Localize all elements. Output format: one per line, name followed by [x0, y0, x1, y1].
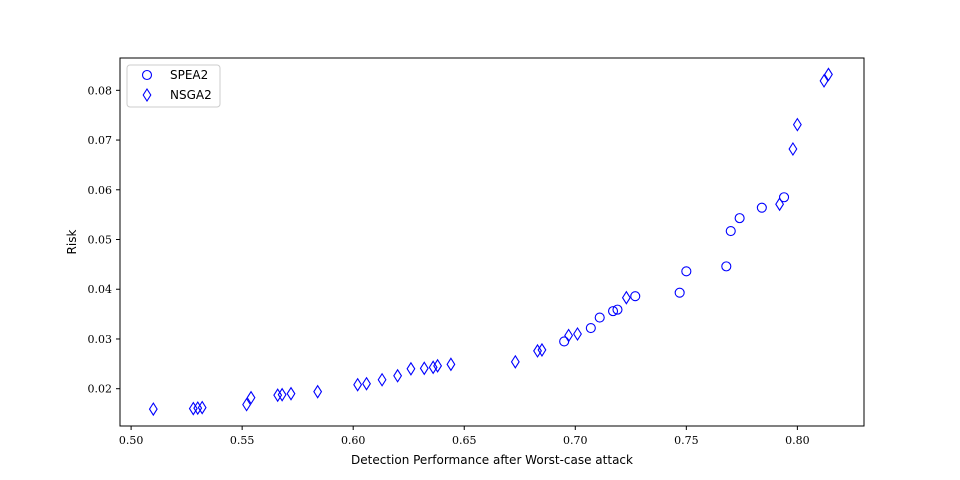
nsga2-point	[433, 358, 443, 373]
spea2-point	[612, 304, 623, 315]
spea2-point	[607, 306, 619, 317]
nsga2-point	[197, 400, 207, 415]
nsga2-point	[510, 354, 520, 369]
x-tick-label: 0.80	[785, 434, 810, 447]
spea2-point	[594, 312, 605, 323]
y-tick-label: 0.03	[88, 333, 113, 346]
legend: SPEA2 NSGA2	[126, 64, 221, 108]
spea2-point	[630, 291, 641, 302]
nsga2-point	[246, 390, 256, 405]
y-tick-label: 0.04	[88, 283, 113, 296]
x-tick-label: 0.65	[452, 434, 477, 447]
x-tick-label: 0.70	[563, 434, 588, 447]
x-tick-label: 0.50	[119, 434, 144, 447]
nsga2-point	[788, 141, 798, 157]
x-axis-ticks: 0.50 0.55 0.60 0.65 0.70 0.75 0.80	[119, 426, 810, 447]
spea2-point	[681, 266, 692, 277]
nsga2-point	[573, 326, 582, 342]
nsga2-point	[537, 342, 547, 357]
legend-marker-spea2	[141, 69, 153, 81]
spea2-point	[721, 261, 732, 272]
y-tick-label: 0.05	[88, 234, 113, 247]
x-tick-label: 0.60	[341, 434, 366, 447]
spea2-point	[734, 213, 745, 224]
spea2-point	[725, 226, 736, 237]
nsga2-point	[446, 357, 456, 372]
y-tick-label: 0.07	[88, 134, 113, 147]
y-tick-label: 0.08	[88, 84, 113, 97]
nsga2-point	[273, 388, 283, 403]
y-axis-ticks: 0.02 0.03 0.04 0.05 0.06 0.07 0.08	[88, 84, 120, 396]
nsga2-point	[362, 376, 371, 391]
nsga2-point	[188, 401, 198, 416]
nsga2-point	[428, 360, 438, 375]
nsga2-point	[393, 368, 403, 383]
y-axis-label: Risk	[65, 230, 79, 255]
data-points	[148, 67, 833, 417]
legend-marker-nsga2	[142, 87, 152, 103]
legend-label-nsga2: NSGA2	[170, 88, 212, 102]
y-tick-label: 0.06	[88, 184, 113, 197]
y-tick-label: 0.02	[88, 383, 113, 396]
nsga2-point	[406, 361, 416, 376]
spea2-point	[585, 322, 596, 334]
nsga2-point	[353, 377, 363, 392]
x-axis-label: Detection Performance after Worst-case a…	[351, 453, 633, 467]
spea2-point	[674, 287, 685, 298]
x-tick-label: 0.75	[674, 434, 699, 447]
spea2-point	[559, 336, 570, 347]
spea2-point	[778, 192, 790, 203]
nsga2-point	[286, 386, 296, 401]
nsga2-point	[824, 67, 833, 82]
nsga2-point	[775, 197, 785, 212]
nsga2-point	[377, 372, 387, 387]
nsga2-point	[193, 401, 203, 416]
nsga2-point	[533, 343, 542, 358]
nsga2-point	[564, 328, 574, 343]
nsga2-point	[242, 397, 252, 412]
legend-label-spea2: SPEA2	[170, 68, 208, 82]
nsga2-point	[277, 387, 287, 402]
nsga2-point	[148, 402, 158, 417]
nsga2-point	[819, 73, 829, 88]
nsga2-point	[792, 117, 802, 132]
x-tick-label: 0.55	[230, 434, 255, 447]
plot-frame	[119, 57, 865, 427]
spea2-point	[756, 202, 767, 213]
nsga2-point	[419, 361, 429, 376]
nsga2-point	[621, 290, 631, 305]
nsga2-point	[313, 384, 323, 399]
